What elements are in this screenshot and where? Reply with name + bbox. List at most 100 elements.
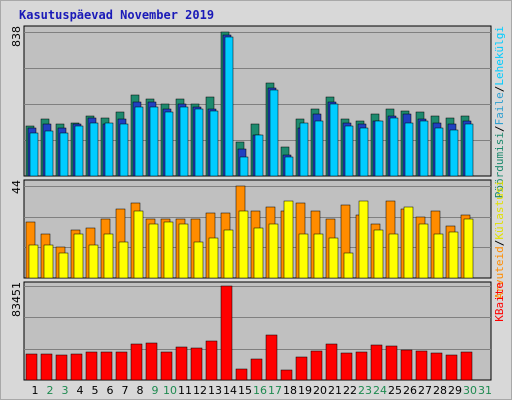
- bar: [88, 244, 99, 279]
- bar: [100, 351, 113, 381]
- x-tick-label: 31: [478, 384, 492, 397]
- legend-entry: /: [493, 240, 506, 247]
- bar: [269, 89, 279, 177]
- bar: [298, 233, 309, 279]
- x-tick-label: 28: [433, 384, 447, 397]
- bar: [359, 127, 369, 177]
- bar: [449, 129, 459, 177]
- x-tick-label: 5: [92, 384, 99, 397]
- x-tick-label: 17: [268, 384, 282, 397]
- bar: [104, 122, 114, 177]
- x-tick-label: 30: [463, 384, 477, 397]
- bar: [205, 340, 218, 381]
- bar: [28, 244, 39, 279]
- bar: [374, 120, 384, 177]
- bar: [163, 221, 174, 279]
- bar: [209, 110, 219, 177]
- bar: [190, 347, 203, 381]
- bar: [193, 241, 204, 279]
- x-tick-label: 29: [448, 384, 462, 397]
- x-tick-label: 11: [178, 384, 192, 397]
- bar: [134, 106, 144, 177]
- bar: [460, 351, 473, 381]
- x-tick-label: 1: [32, 384, 39, 397]
- bar: [179, 106, 189, 177]
- bar: [283, 200, 294, 279]
- legend-entry: Faile: [493, 92, 506, 125]
- bar: [194, 108, 204, 177]
- x-tick-label: 15: [238, 384, 252, 397]
- legend-entry: KBaite: [493, 282, 506, 322]
- bar: [254, 134, 264, 177]
- bar: [328, 237, 339, 279]
- bar: [145, 342, 158, 381]
- bar: [418, 223, 429, 279]
- legend-entry: /: [493, 86, 506, 93]
- x-tick-label: 20: [313, 384, 327, 397]
- bar: [400, 349, 413, 381]
- legend-label: KBaite: [493, 282, 506, 322]
- bar: [370, 344, 383, 381]
- bar: [160, 351, 173, 381]
- legend-entry: /: [493, 125, 506, 132]
- bar: [149, 106, 159, 177]
- bar: [448, 231, 459, 279]
- x-tick-label: 23: [358, 384, 372, 397]
- y-axis-max-label: 83451: [10, 282, 23, 317]
- x-tick-label: 6: [107, 384, 114, 397]
- bar: [55, 354, 68, 381]
- bar: [389, 117, 399, 177]
- bar: [119, 123, 129, 177]
- bar: [268, 223, 279, 279]
- x-tick-label: 24: [373, 384, 387, 397]
- bar: [385, 345, 398, 381]
- x-tick-label: 16: [253, 384, 267, 397]
- bar: [43, 244, 54, 279]
- bar: [74, 125, 84, 177]
- bar: [314, 120, 324, 177]
- bar: [239, 156, 249, 177]
- bar: [178, 223, 189, 279]
- bar: [463, 218, 474, 279]
- x-tick-label: 10: [163, 384, 177, 397]
- bar: [265, 334, 278, 381]
- bar: [284, 156, 294, 177]
- bar: [415, 350, 428, 381]
- bar: [223, 229, 234, 279]
- bar: [85, 351, 98, 381]
- x-tick-label: 3: [62, 384, 69, 397]
- bar: [344, 125, 354, 177]
- x-tick-label: 14: [223, 384, 237, 397]
- bar: [343, 252, 354, 279]
- bar: [70, 353, 83, 381]
- bar: [325, 343, 338, 381]
- bar: [340, 352, 353, 381]
- y-axis-max-label: 838: [10, 26, 23, 47]
- bar: [280, 369, 293, 381]
- legend-entry: Lehekülgi: [493, 26, 506, 86]
- bar: [175, 346, 188, 381]
- legend-label: Pöördumisi/Faile/Lehekülgi: [493, 26, 506, 198]
- bar: [445, 354, 458, 381]
- legend-entry: Pöördumisi: [493, 132, 506, 198]
- bar: [73, 233, 84, 279]
- bar: [253, 227, 264, 279]
- bar: [295, 356, 308, 381]
- bar: [89, 122, 99, 177]
- bar: [29, 132, 39, 177]
- x-tick-label: 8: [137, 384, 144, 397]
- bar: [44, 130, 54, 177]
- x-tick-label: 9: [152, 384, 159, 397]
- bar: [238, 210, 249, 279]
- bar: [403, 206, 414, 279]
- bar: [118, 241, 129, 279]
- bar: [58, 252, 69, 279]
- bar: [220, 285, 233, 381]
- bar: [433, 233, 444, 279]
- x-tick-label: 25: [388, 384, 402, 397]
- x-tick-label: 2: [47, 384, 54, 397]
- x-tick-label: 27: [418, 384, 432, 397]
- x-tick-label: 21: [328, 384, 342, 397]
